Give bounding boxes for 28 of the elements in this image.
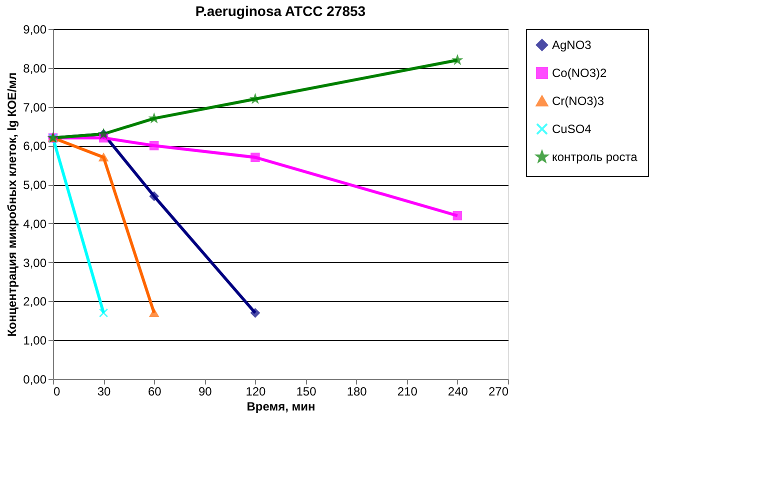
legend-label: Co(NO3)2 <box>552 66 608 80</box>
legend-label: Cr(NO3)3 <box>552 94 604 108</box>
y-tick-label: 5,00 <box>23 178 47 192</box>
x-tick-label: 150 <box>296 384 317 398</box>
x-tick-label: 0 <box>54 384 60 398</box>
y-axis-title: Концентрация микробных клеток, lg КОЕ/мл <box>5 72 20 337</box>
legend-label: AgNO3 <box>552 38 592 52</box>
x-tick-label: 90 <box>198 384 212 398</box>
y-tick-label: 8,00 <box>23 61 47 76</box>
x-tick-label: 60 <box>148 384 162 398</box>
x-tick-label: 210 <box>397 384 418 398</box>
y-tick-label: 9,00 <box>23 22 47 36</box>
y-tick-label: 0,00 <box>23 372 47 386</box>
y-tick-label: 2,00 <box>23 294 47 309</box>
y-tick-label: 1,00 <box>23 334 47 348</box>
y-tick-label: 7,00 <box>23 100 47 114</box>
y-tick-label: 6,00 <box>23 139 47 154</box>
legend-label: контроль роста <box>552 150 638 164</box>
x-tick-label: 30 <box>97 384 112 398</box>
chart-title: P.aeruginosa ATCC 27853 <box>195 3 366 19</box>
x-tick-label: 270 <box>488 384 509 398</box>
x-tick-label: 120 <box>246 384 266 398</box>
y-tick-label: 3,00 <box>23 256 47 270</box>
x-tick-label: 240 <box>448 384 468 398</box>
x-axis-title: Время, мин <box>246 400 316 414</box>
legend-label: CuSO4 <box>552 122 592 136</box>
y-tick-label: 4,00 <box>23 216 47 231</box>
x-tick-label: 180 <box>346 384 368 398</box>
